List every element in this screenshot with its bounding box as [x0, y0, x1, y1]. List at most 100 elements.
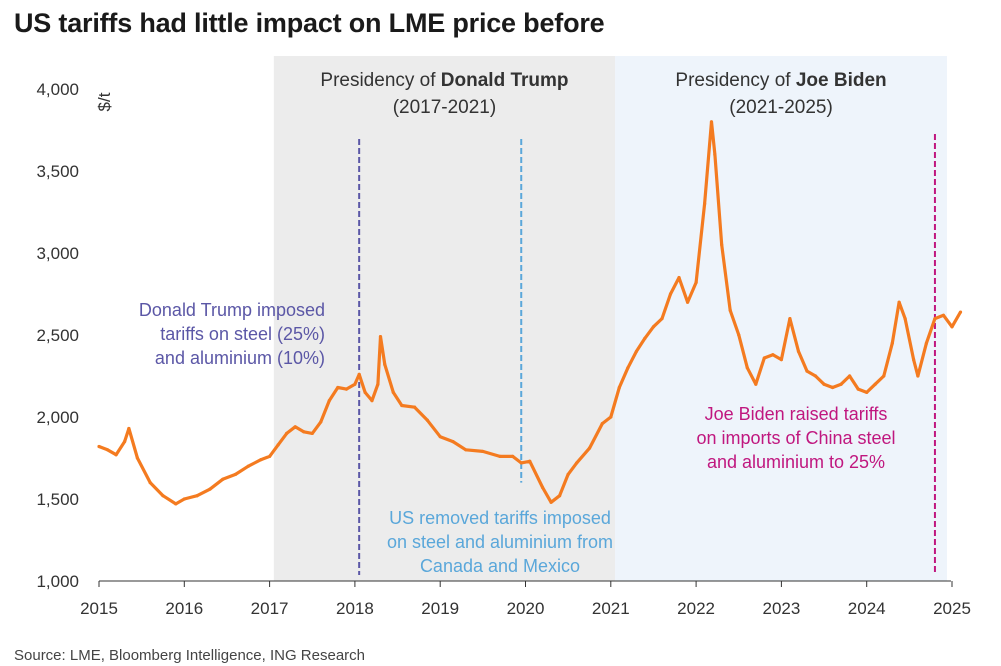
series-point [822, 382, 826, 386]
series-point [378, 335, 383, 339]
series-point [438, 435, 442, 439]
series-point [558, 494, 562, 498]
series-point [549, 500, 553, 504]
series-point [720, 243, 724, 247]
annotation-1-line: US removed tariffs imposed [389, 508, 611, 528]
series-point [519, 461, 523, 465]
series-point [796, 349, 801, 353]
series-point [788, 317, 792, 321]
series-point [425, 418, 430, 422]
series-point [293, 425, 297, 429]
series-point [933, 317, 937, 321]
series-point [161, 494, 165, 498]
series-point [208, 487, 212, 491]
y-axis: 1,000 1,500 2,000 2,500 3,000 3,500 4,000 [36, 80, 79, 591]
series-point [745, 366, 749, 370]
series-point [400, 403, 404, 408]
series-point [383, 362, 387, 367]
y-tick-label: 2,500 [36, 326, 79, 345]
y-tick-label: 2,000 [36, 408, 79, 427]
series-point [195, 494, 199, 498]
x-tick-label: 2019 [421, 599, 459, 618]
source-note: Source: LME, Bloomberg Intelligence, ING… [14, 647, 365, 664]
series-point [916, 374, 920, 378]
series-point [728, 308, 732, 312]
series-point [221, 477, 225, 481]
series-point [643, 336, 647, 340]
series-point [617, 385, 621, 390]
series-point [660, 317, 664, 321]
annotation-0-line: Donald Trump imposed [139, 300, 325, 320]
band-0 [273, 56, 616, 581]
series-point [587, 446, 592, 450]
series-point [174, 502, 178, 506]
y-tick-label: 1,500 [36, 490, 79, 509]
y-axis-label: $/t [95, 92, 114, 111]
band-1 [615, 56, 947, 581]
annotation-0-line: and aluminium (10%) [155, 348, 325, 368]
series-point [668, 292, 673, 296]
series-point [941, 313, 946, 317]
series-point [703, 202, 707, 206]
series-point [540, 485, 545, 490]
series-point [370, 399, 374, 403]
series-point [511, 454, 515, 458]
presidency-bands: Presidency of Donald Trump (2017-2021) Pre… [273, 56, 947, 581]
series-point [566, 472, 570, 476]
chart-title: US tariffs had little impact on LME pric… [14, 8, 605, 38]
series-point [148, 481, 152, 485]
series-point [903, 317, 907, 321]
series-point [327, 399, 331, 403]
series-point [246, 464, 250, 468]
series-point [600, 421, 604, 426]
series-point [912, 358, 916, 362]
series-point [451, 440, 455, 444]
series-point [481, 449, 485, 454]
series-point [105, 448, 110, 452]
y-tick-label: 4,000 [36, 80, 79, 99]
annotation-1-line: Canada and Mexico [420, 556, 580, 576]
series-point [233, 472, 238, 476]
series-point [626, 366, 630, 370]
annotation-2-line: on imports of China steel [696, 428, 895, 448]
series-point [771, 353, 775, 357]
series-point [856, 387, 860, 391]
series-point [848, 374, 852, 378]
series-point [713, 153, 717, 157]
series-point [762, 356, 766, 360]
annotation-2-line: Joe Biden raised tariffs [705, 404, 888, 424]
series-point [114, 453, 118, 457]
x-tick-label: 2021 [592, 599, 630, 618]
x-axis: 2015 2016 2017 2018 2019 2020 2021 2022 2023 2024… [80, 580, 971, 618]
y-tick-label: 3,000 [36, 244, 79, 263]
annotation-1-line: on steel and aluminium from [387, 532, 613, 552]
annotations: Donald Trump imposed tariffs on steel (25… [139, 300, 896, 576]
x-tick-label: 2025 [933, 599, 971, 618]
series-point [839, 382, 843, 386]
annotation-0-line: tariffs on steel (25%) [160, 324, 325, 344]
series-point [413, 405, 417, 409]
series-point [830, 385, 835, 390]
band-label-0: Presidency of Donald Trump [320, 70, 568, 91]
band-label-1: Presidency of Joe Biden [675, 70, 886, 91]
event-lines [358, 134, 936, 575]
series-point [651, 325, 656, 329]
series-point [391, 390, 395, 394]
x-tick-label: 2023 [762, 599, 800, 618]
series-point [344, 387, 348, 391]
series-point [336, 385, 340, 390]
series-point [122, 440, 127, 444]
series-point [353, 382, 357, 386]
series-point [685, 300, 690, 304]
x-tick-label: 2017 [251, 599, 289, 618]
y-tick-label: 3,500 [36, 162, 79, 181]
annotation-2-line: and aluminium to 25% [707, 452, 885, 472]
series-point [319, 420, 323, 424]
series-point [737, 333, 741, 337]
x-tick-label: 2020 [507, 599, 545, 618]
series-point [575, 461, 579, 465]
series-point [805, 369, 809, 373]
series-point [897, 300, 901, 304]
series-point [865, 390, 869, 394]
